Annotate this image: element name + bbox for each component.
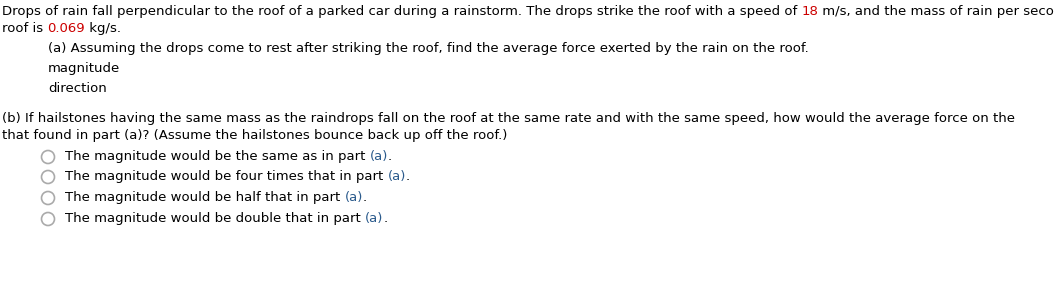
Text: .: . — [383, 212, 387, 225]
Text: Drops of rain fall perpendicular to the roof of a parked car during a rainstorm.: Drops of rain fall perpendicular to the … — [2, 5, 802, 18]
Text: that found in part (a)? (Assume the hailstones bounce back up off the roof.): that found in part (a)? (Assume the hail… — [2, 129, 507, 142]
Text: The magnitude would be four times that in part: The magnitude would be four times that i… — [65, 170, 387, 183]
Text: .: . — [363, 191, 367, 204]
Text: magnitude: magnitude — [47, 62, 120, 75]
Text: m/s, and the mass of rain per secon: m/s, and the mass of rain per secon — [819, 5, 1055, 18]
Text: (a): (a) — [365, 212, 383, 225]
Text: roof is: roof is — [2, 22, 47, 35]
Text: The magnitude would be the same as in part: The magnitude would be the same as in pa… — [65, 150, 369, 163]
Text: (a): (a) — [387, 170, 406, 183]
Text: The magnitude would be half that in part: The magnitude would be half that in part — [65, 191, 345, 204]
Text: (a): (a) — [345, 191, 363, 204]
Text: (a): (a) — [369, 150, 388, 163]
Text: (b) If hailstones having the same mass as the raindrops fall on the roof at the : (b) If hailstones having the same mass a… — [2, 112, 1015, 125]
Text: (a) Assuming the drops come to rest after striking the roof, find the average fo: (a) Assuming the drops come to rest afte… — [47, 42, 809, 55]
Text: 0.069: 0.069 — [47, 22, 85, 35]
Text: .: . — [406, 170, 410, 183]
Text: direction: direction — [47, 82, 107, 95]
Text: The magnitude would be double that in part: The magnitude would be double that in pa… — [65, 212, 365, 225]
Text: 18: 18 — [802, 5, 819, 18]
Text: .: . — [388, 150, 392, 163]
Text: kg/s.: kg/s. — [85, 22, 121, 35]
